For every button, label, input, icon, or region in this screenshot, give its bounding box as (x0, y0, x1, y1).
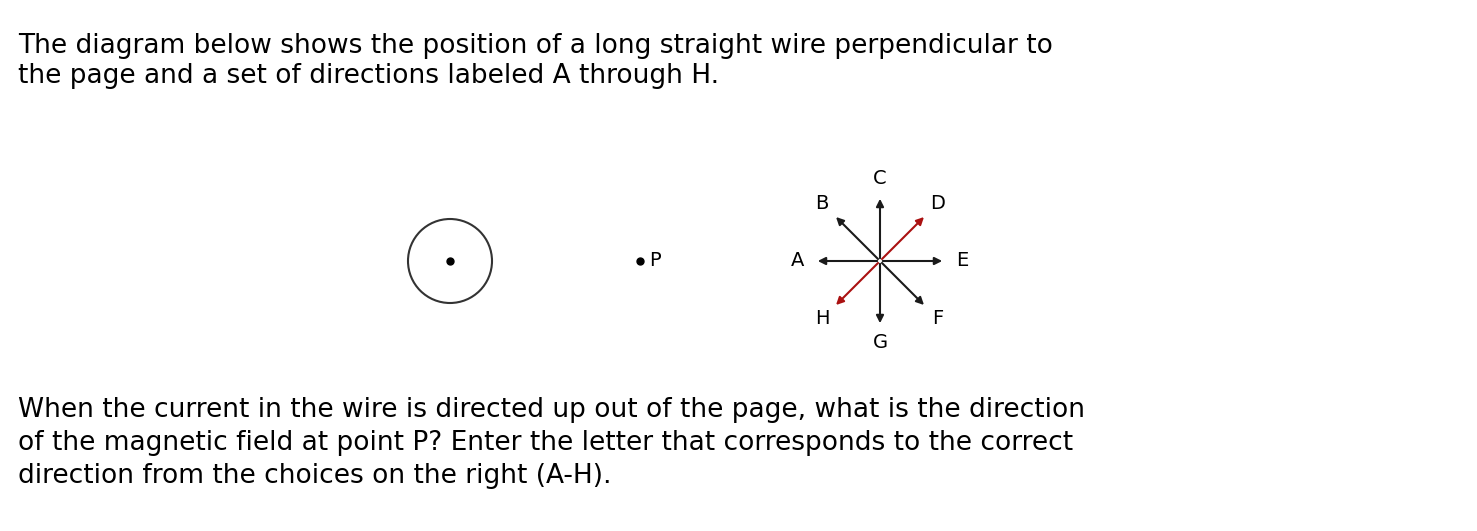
Text: C: C (873, 169, 886, 189)
Text: F: F (932, 310, 944, 329)
Text: When the current in the wire is directed up out of the page, what is the directi: When the current in the wire is directed… (18, 397, 1086, 423)
Text: H: H (815, 310, 829, 329)
Text: The diagram below shows the position of a long straight wire perpendicular to: The diagram below shows the position of … (18, 33, 1053, 59)
Text: P: P (648, 252, 660, 270)
Text: G: G (873, 333, 888, 353)
Text: of the magnetic field at point P? Enter the letter that corresponds to the corre: of the magnetic field at point P? Enter … (18, 430, 1074, 456)
Text: A: A (792, 252, 805, 270)
Text: E: E (956, 252, 967, 270)
Text: B: B (815, 193, 829, 212)
Text: D: D (931, 193, 945, 212)
Text: direction from the choices on the right (A-H).: direction from the choices on the right … (18, 463, 611, 489)
Text: the page and a set of directions labeled A through H.: the page and a set of directions labeled… (18, 63, 719, 89)
